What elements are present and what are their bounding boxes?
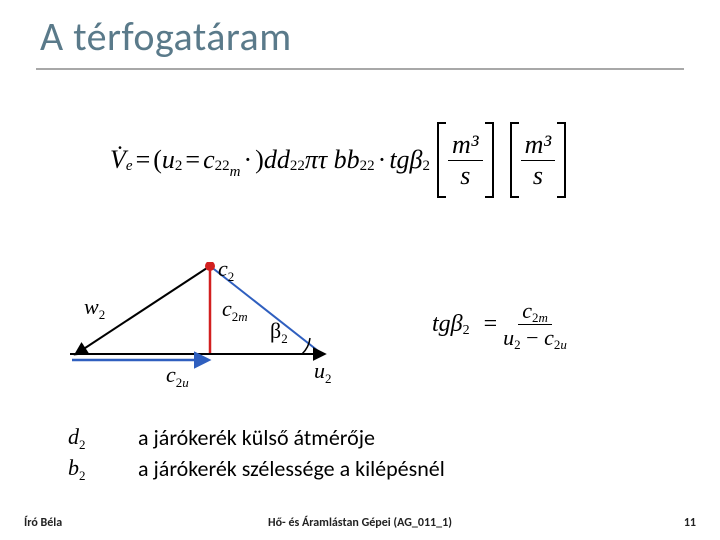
eq2-equals: =: [478, 311, 504, 338]
unit-bracket-2: m³ s: [507, 120, 570, 200]
footer-page: 11: [684, 516, 696, 530]
eq2-frac: c2m u2 − c2u: [503, 300, 567, 349]
label-c2u: c2u: [166, 362, 189, 388]
unit1-den: s: [460, 161, 470, 190]
bracket-left-icon: [434, 121, 448, 199]
def-b2-text: a járókerék szélessége a kilépésnél: [138, 455, 445, 482]
unit2-den: s: [533, 161, 543, 190]
unit2-num: m³: [525, 130, 552, 159]
unit-bracket-1: m³ s: [434, 120, 497, 200]
bracket-right-icon: [483, 121, 497, 199]
equation-tg-beta2: tg β 2 = c2m u2 − c2u: [432, 300, 567, 349]
eq2-tg: tg: [432, 311, 451, 338]
label-w2: w2: [84, 294, 105, 320]
eq1-body: V̇e = (u2 = c22m·)dd22πτ bb22·tgβ2: [110, 145, 430, 175]
velocity-triangle: w2 c2 c2m c2u u2 β2: [70, 262, 330, 392]
unit-frac-1: m³ s: [448, 132, 483, 189]
def-d2-sym: d2: [68, 424, 116, 451]
unit-frac-2: m³ s: [521, 132, 556, 189]
triangle-svg: [70, 262, 330, 392]
bracket-left-icon: [507, 121, 521, 199]
eq2-minus: −: [526, 325, 544, 350]
eq2-den-c: c: [544, 325, 554, 350]
slide: A térfogatáram V̇e = (u2 = c22m·)dd22πτ …: [0, 0, 720, 540]
label-c2m: c2m: [222, 296, 248, 322]
footer-course: Hő- és Áramlástan Gépei (AG_011_1): [0, 516, 720, 530]
label-u2: u2: [314, 358, 332, 384]
label-c2: c2: [218, 256, 234, 282]
equation-volumetric-flow: V̇e = (u2 = c22m·)dd22πτ bb22·tgβ2 m³ s …: [110, 110, 569, 210]
eq2-den-usub: 2: [514, 337, 521, 352]
page-title: A térfogatáram: [40, 12, 292, 61]
unit1-num: m³: [452, 130, 479, 159]
eq2-beta: β: [451, 311, 463, 338]
symbol-definitions: d2 a járókerék külső átmérője b2 a járók…: [68, 424, 445, 482]
eq2-sub: 2: [463, 323, 470, 339]
def-d2-text: a járókerék külső átmérője: [138, 424, 445, 451]
bracket-right-icon: [555, 121, 569, 199]
title-underline: [36, 68, 684, 70]
label-beta2: β2: [270, 318, 288, 344]
def-b2-sym: b2: [68, 455, 116, 482]
eq2-den-u: u: [503, 325, 514, 350]
eq2-num-c: c: [522, 298, 532, 323]
